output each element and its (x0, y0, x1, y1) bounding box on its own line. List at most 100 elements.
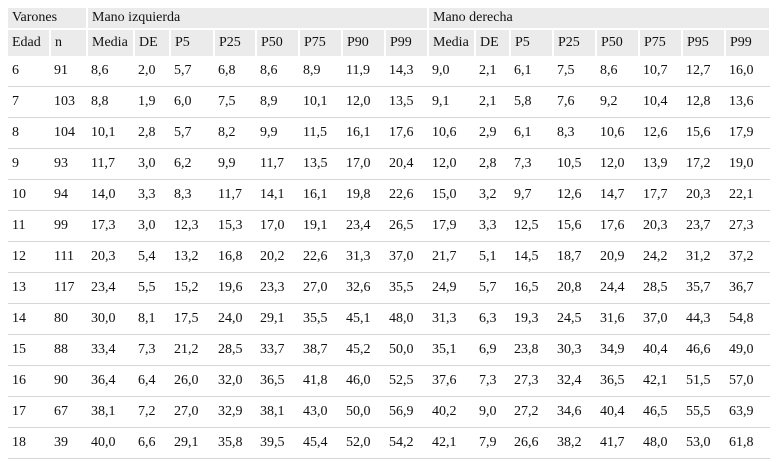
table-cell: 10,1 (87, 117, 135, 149)
table-cell: 31,2 (682, 241, 726, 273)
table-row: 13 117 23,4 5,5 15,2 19,6 23,3 27,0 32,6 35,5 24,9… (8, 272, 771, 304)
table-cell: 17,3 (87, 210, 135, 242)
table-cell: 42,1 (639, 365, 683, 397)
table-cell: 6,3 (475, 303, 511, 335)
table-cell: 16,8 (214, 241, 257, 273)
table-cell: 50,0 (385, 334, 429, 366)
table-cell: 19,6 (214, 272, 257, 304)
table-cell: 88 (50, 334, 88, 366)
table-row: 18 39 40,0 6,6 29,1 35,8 39,5 45,4 52,0 54,2 42,1 7… (8, 427, 771, 459)
table-cell: 80 (50, 303, 88, 335)
table-row: 12 111 20,3 5,4 13,2 16,8 20,2 22,6 31,3 37,0 21,7… (8, 241, 771, 273)
table-cell: 39,5 (256, 427, 300, 459)
table-cell: 34,9 (596, 334, 640, 366)
table-cell: 9 (8, 148, 50, 180)
table-cell: 22,6 (299, 241, 343, 273)
table-cell: 49,0 (725, 334, 771, 366)
table-cell: 8,1 (134, 303, 171, 335)
group-header: Varones (8, 8, 89, 30)
column-header: DE (134, 29, 172, 56)
table-row: 9 93 11,7 3,0 6,2 9,9 11,7 13,5 17,0 20,4 12,0 2,8 7… (8, 148, 771, 180)
table-cell: 20,4 (385, 148, 429, 180)
table-cell: 9,0 (428, 56, 476, 87)
table-cell: 1,9 (134, 86, 171, 118)
table-cell: 27,3 (510, 365, 554, 397)
table-cell: 14,1 (256, 179, 300, 211)
table-cell: 5,8 (510, 86, 554, 118)
table-cell: 9,9 (214, 148, 257, 180)
table-cell: 7 (8, 86, 50, 118)
table-cell: 99 (50, 210, 88, 242)
column-header: P25 (214, 29, 258, 56)
table-cell: 37,6 (428, 365, 476, 397)
column-header: Media (87, 29, 136, 56)
table-cell: 20,9 (596, 241, 640, 273)
table-cell: 111 (50, 241, 88, 273)
table-cell: 17,6 (596, 210, 640, 242)
table-cell: 7,5 (553, 56, 597, 87)
table-cell: 19,3 (510, 303, 554, 335)
table-cell: 28,5 (214, 334, 257, 366)
table-cell: 38,7 (299, 334, 343, 366)
table-cell: 24,5 (553, 303, 597, 335)
table-cell: 36,5 (256, 365, 300, 397)
table-cell: 16,5 (510, 272, 554, 304)
table-cell: 31,3 (428, 303, 476, 335)
table-cell: 32,0 (214, 365, 257, 397)
table-cell: 8,3 (553, 117, 597, 149)
table-cell: 35,1 (428, 334, 476, 366)
table-row: 15 88 33,4 7,3 21,2 28,5 33,7 38,7 45,2 50,0 35,1 6… (8, 334, 771, 366)
table-cell: 20,3 (87, 241, 135, 273)
table-cell: 7,5 (214, 86, 257, 118)
table-cell: 63,9 (725, 396, 771, 428)
column-header: n (50, 29, 89, 56)
column-header: P50 (596, 29, 641, 56)
table-cell: 29,1 (256, 303, 300, 335)
table-cell: 30,0 (87, 303, 135, 335)
table-cell: 31,3 (342, 241, 386, 273)
table-row: 7 103 8,8 1,9 6,0 7,5 8,9 10,1 12,0 13,5 9,1 2,1 5,8… (8, 86, 771, 118)
table-cell: 20,2 (256, 241, 300, 273)
table-cell: 46,0 (342, 365, 386, 397)
table-cell: 32,6 (342, 272, 386, 304)
table-cell: 23,4 (342, 210, 386, 242)
table-cell: 40,4 (639, 334, 683, 366)
table-cell: 21,7 (428, 241, 476, 273)
table-cell: 7,3 (134, 334, 171, 366)
table-cell: 8,9 (256, 86, 300, 118)
table-head: Varones Mano izquierda Mano derecha Edad… (8, 8, 772, 56)
table-cell: 48,0 (385, 303, 429, 335)
table-cell: 17,9 (725, 117, 771, 149)
table-cell: 54,8 (725, 303, 771, 335)
table-cell: 55,5 (682, 396, 726, 428)
table-cell: 5,7 (170, 56, 215, 87)
table-cell: 13,5 (385, 86, 429, 118)
table-cell: 6,1 (510, 117, 554, 149)
table-cell: 29,1 (170, 427, 215, 459)
column-header: P99 (725, 29, 772, 56)
table-cell: 7,3 (475, 365, 511, 397)
table-cell: 6,6 (134, 427, 171, 459)
table-cell: 9,2 (596, 86, 640, 118)
table-cell: 3,3 (475, 210, 511, 242)
table-cell: 12,7 (682, 56, 726, 87)
table-cell: 24,9 (428, 272, 476, 304)
column-header: P5 (510, 29, 555, 56)
table-cell: 10,6 (596, 117, 640, 149)
table-cell: 39 (50, 427, 88, 459)
table-cell: 11 (8, 210, 50, 242)
table-cell: 3,2 (475, 179, 511, 211)
table-cell: 90 (50, 365, 88, 397)
table-cell: 117 (50, 272, 88, 304)
table-cell: 6,8 (214, 56, 257, 87)
table-cell: 32,4 (553, 365, 597, 397)
table-row: 14 80 30,0 8,1 17,5 24,0 29,1 35,5 45,1 48,0 31,3 6… (8, 303, 771, 335)
table-cell: 14,5 (510, 241, 554, 273)
table-cell: 40,0 (87, 427, 135, 459)
table-cell: 3,3 (134, 179, 171, 211)
table-cell: 35,5 (299, 303, 343, 335)
table-cell: 24,4 (596, 272, 640, 304)
table-cell: 34,6 (553, 396, 597, 428)
table-cell: 32,9 (214, 396, 257, 428)
